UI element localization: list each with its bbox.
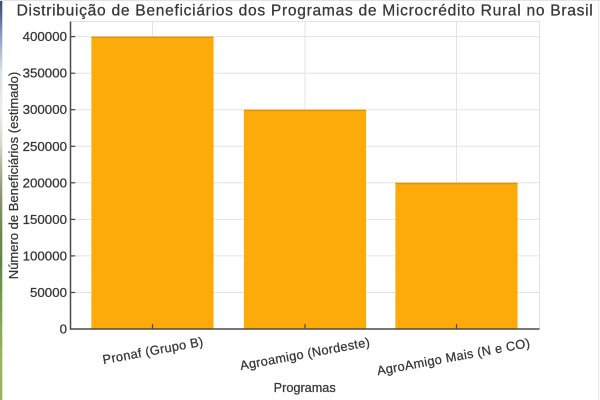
svg-text:100000: 100000 xyxy=(23,248,67,263)
svg-text:Número de Beneficiários (estim: Número de Beneficiários (estimado) xyxy=(6,72,21,279)
svg-text:0: 0 xyxy=(60,322,67,337)
svg-text:300000: 300000 xyxy=(23,102,67,117)
svg-text:250000: 250000 xyxy=(23,139,67,154)
svg-text:400000: 400000 xyxy=(23,29,67,44)
svg-text:Distribuição de Beneficiários: Distribuição de Beneficiários dos Progra… xyxy=(17,3,594,20)
svg-text:150000: 150000 xyxy=(23,212,67,227)
svg-text:200000: 200000 xyxy=(23,175,67,190)
svg-text:50000: 50000 xyxy=(30,285,67,300)
svg-text:350000: 350000 xyxy=(23,66,67,81)
svg-text:Programas: Programas xyxy=(274,381,336,395)
